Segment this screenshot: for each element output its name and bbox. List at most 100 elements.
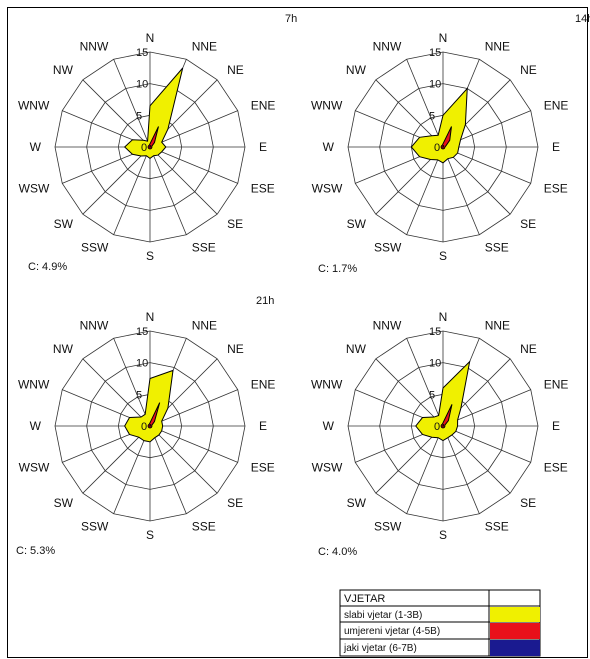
grid-spoke bbox=[442, 425, 511, 494]
ring-label-zero: 0 bbox=[141, 421, 147, 433]
grid-spoke bbox=[149, 146, 218, 215]
ring-label-zero: 0 bbox=[434, 421, 440, 433]
direction-label: SE bbox=[227, 496, 243, 510]
ring-label: 5 bbox=[136, 389, 142, 401]
direction-label: NNE bbox=[192, 318, 217, 332]
direction-label: SSE bbox=[485, 520, 509, 534]
series-weak-polygon bbox=[123, 67, 184, 160]
rose-series bbox=[124, 369, 174, 443]
wind-rose-7h: 510150NNNENEENEEESESESSESSSWSWWSWWWNWNWN… bbox=[18, 13, 297, 273]
calm-label: C: 1.7% bbox=[318, 263, 357, 275]
ring-label: 10 bbox=[429, 358, 441, 370]
direction-label: NW bbox=[346, 63, 367, 77]
direction-label: NE bbox=[227, 63, 244, 77]
rose-grid bbox=[54, 330, 246, 522]
grid-spoke bbox=[149, 110, 238, 148]
grid-spoke bbox=[149, 389, 238, 427]
grid-spoke bbox=[113, 146, 151, 235]
series-moderate-polygon bbox=[147, 402, 161, 429]
ring-label: 15 bbox=[136, 47, 148, 59]
direction-label: NNW bbox=[373, 39, 402, 53]
direction-label: NW bbox=[53, 63, 74, 77]
grid-spoke bbox=[442, 425, 480, 514]
legend-label-moderate: umjereni vjetar (4-5B) bbox=[344, 626, 440, 637]
grid-spoke bbox=[149, 425, 218, 494]
direction-labels: N NNE NE ENE E ESE SE SSE S SSW SW WSW W WNW NW NNW bbox=[18, 31, 275, 263]
grid-spoke bbox=[149, 425, 187, 514]
wind-rose-14h: 510150NNNENEENEEESESESSESSSWSWWSWWWNWNWN… bbox=[311, 13, 590, 275]
direction-label: SW bbox=[54, 217, 74, 231]
ring-label: 10 bbox=[136, 358, 148, 370]
direction-label: S bbox=[146, 528, 154, 542]
grid-spoke bbox=[406, 338, 444, 427]
series-weak-polygon bbox=[410, 87, 468, 164]
series-moderate-polygon bbox=[440, 404, 453, 429]
ring-labels: 5 10 15 0 bbox=[429, 47, 441, 154]
ring-label: 5 bbox=[429, 110, 435, 122]
ring-label: 10 bbox=[136, 79, 148, 91]
grid-spoke bbox=[149, 425, 238, 463]
grid-spoke bbox=[82, 146, 151, 215]
direction-label: SW bbox=[54, 496, 74, 510]
ring-label-zero: 0 bbox=[434, 142, 440, 154]
grid-spoke bbox=[406, 425, 444, 514]
ring-labels: 5 10 15 0 bbox=[429, 326, 441, 433]
direction-label: ENE bbox=[544, 98, 569, 112]
wind-rose-21h: 510150NNNENEENEEESESESSESSSWSWWSWWWNWNWN… bbox=[16, 295, 275, 557]
direction-label: N bbox=[439, 31, 448, 45]
ring-label: 5 bbox=[136, 110, 142, 122]
direction-label: SSE bbox=[192, 520, 216, 534]
legend-swatch-weak bbox=[490, 607, 540, 622]
direction-label: W bbox=[30, 419, 42, 433]
series-weak-polygon bbox=[415, 360, 471, 442]
direction-label: NNW bbox=[80, 39, 109, 53]
grid-spoke bbox=[442, 146, 511, 215]
direction-label: WNW bbox=[18, 377, 50, 391]
direction-label: E bbox=[552, 140, 560, 154]
direction-label: W bbox=[30, 140, 42, 154]
ring-labels: 5 10 15 0 bbox=[136, 47, 148, 154]
calm-label: C: 5.3% bbox=[16, 545, 55, 557]
direction-label: WNW bbox=[311, 377, 343, 391]
legend: VJETAR slabi vjetar (1-3B) umjereni vjet… bbox=[339, 589, 541, 657]
direction-label: WSW bbox=[312, 461, 343, 475]
direction-label: SSW bbox=[374, 241, 402, 255]
direction-label: N bbox=[146, 310, 155, 324]
direction-labels: N NNE NE ENE E ESE SE SSE S SSW SW WSW W WNW NW NNW bbox=[311, 310, 568, 542]
direction-label: SSE bbox=[485, 241, 509, 255]
figure-border bbox=[7, 7, 588, 658]
rose-series bbox=[410, 87, 468, 164]
grid-spoke bbox=[113, 338, 151, 427]
series-strong-polygon bbox=[442, 424, 445, 427]
grid-spoke bbox=[442, 146, 480, 235]
grid-spoke bbox=[442, 425, 531, 463]
direction-label: SSW bbox=[81, 520, 109, 534]
direction-labels: N NNE NE ENE E ESE SE SSE S SSW SW WSW W WNW NW NNW bbox=[18, 310, 275, 542]
direction-label: NNW bbox=[80, 318, 109, 332]
legend-swatch-strong bbox=[490, 640, 540, 656]
direction-label: WNW bbox=[311, 98, 343, 112]
calm-label: C: 4.9% bbox=[28, 261, 67, 273]
direction-label: E bbox=[259, 419, 267, 433]
ring-label-zero: 0 bbox=[141, 142, 147, 154]
direction-label: E bbox=[259, 140, 267, 154]
direction-label: NNE bbox=[485, 39, 510, 53]
rose-title: 14h bbox=[575, 13, 590, 25]
legend-label-weak: slabi vjetar (1-3B) bbox=[344, 610, 422, 621]
direction-label: NW bbox=[53, 342, 74, 356]
direction-label: NE bbox=[520, 342, 537, 356]
rose-series bbox=[123, 67, 184, 160]
direction-label: ENE bbox=[544, 377, 569, 391]
series-moderate-polygon bbox=[147, 126, 159, 150]
legend-swatch-moderate bbox=[490, 623, 540, 639]
rose-series bbox=[415, 360, 471, 442]
direction-label: N bbox=[146, 31, 155, 45]
direction-labels: N NNE NE ENE E ESE SE SSE S SSW SW WSW W WNW NW NNW bbox=[311, 31, 568, 263]
direction-label: SSW bbox=[81, 241, 109, 255]
grid-spoke bbox=[149, 146, 238, 184]
grid-spoke bbox=[82, 358, 151, 427]
direction-label: SE bbox=[520, 496, 536, 510]
direction-label: SW bbox=[347, 496, 367, 510]
grid-spoke bbox=[82, 79, 151, 148]
